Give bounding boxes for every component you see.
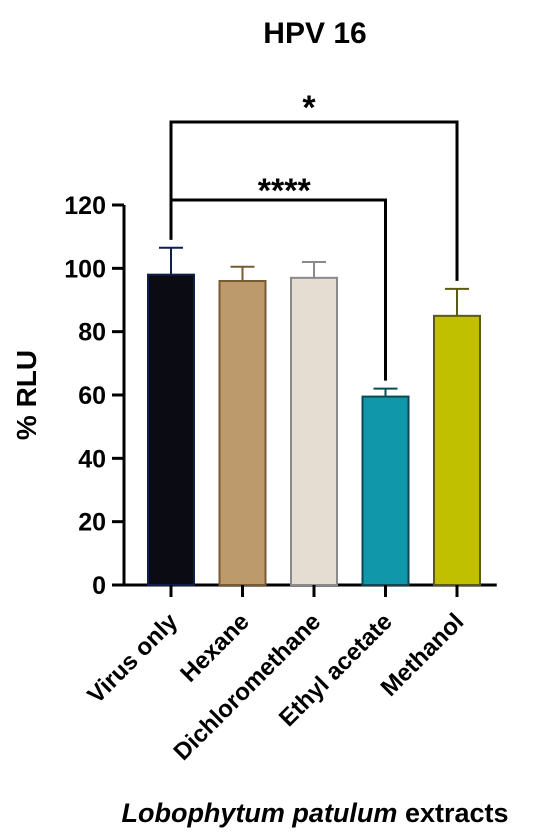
- x-axis-label: Lobophytum patulum extracts: [121, 798, 508, 828]
- bar: [361, 395, 410, 587]
- significance-label: ****: [258, 172, 312, 210]
- chart-title: HPV 16: [263, 17, 366, 50]
- bar: [290, 276, 338, 586]
- y-tick-label: 120: [64, 192, 106, 220]
- significance-bracket: [169, 198, 387, 381]
- y-tick-label: 60: [78, 382, 106, 410]
- x-axis-label-italic: Lobophytum patulum: [121, 798, 397, 828]
- x-tick-label: Virus only: [82, 608, 183, 709]
- bar: [218, 280, 267, 586]
- y-tick-label: 80: [78, 319, 106, 347]
- significance-bracket: [169, 120, 459, 281]
- significance-label: *: [302, 89, 316, 127]
- x-axis-label-rest: extracts: [397, 798, 508, 828]
- bar: [147, 273, 195, 586]
- y-tick-label: 0: [92, 572, 106, 600]
- y-tick-label: 40: [78, 445, 106, 473]
- y-axis-label: % RLU: [11, 350, 42, 440]
- bar: [433, 314, 481, 586]
- y-tick-label: 20: [78, 509, 106, 537]
- y-tick-label: 100: [64, 255, 106, 283]
